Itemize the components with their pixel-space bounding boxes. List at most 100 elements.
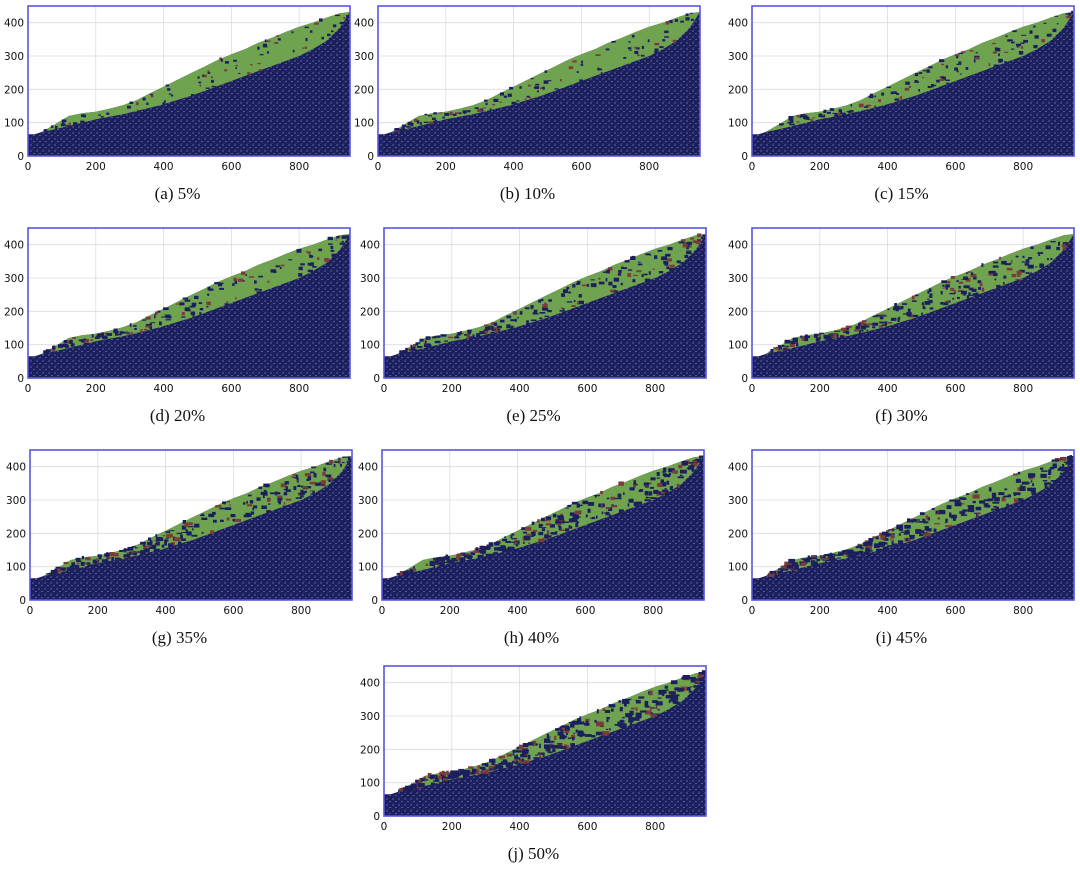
inclusion	[154, 539, 157, 542]
inclusion	[76, 557, 81, 562]
inclusion	[84, 562, 87, 565]
inclusion	[635, 700, 641, 704]
inclusion	[1047, 258, 1049, 261]
inclusion	[581, 60, 583, 64]
inclusion	[891, 543, 898, 546]
inclusion	[467, 110, 471, 113]
y-tick-label: 400	[360, 678, 380, 690]
y-tick-label: 300	[728, 51, 748, 63]
inclusion	[489, 765, 496, 771]
x-tick-label: 0	[27, 605, 34, 617]
inclusion	[981, 287, 985, 292]
inclusion	[106, 554, 110, 560]
inclusion	[415, 779, 419, 783]
x-tick-label: 200	[810, 161, 830, 173]
inclusion	[497, 547, 504, 551]
inclusion	[965, 67, 969, 70]
inclusion	[903, 313, 909, 315]
inclusion	[542, 304, 548, 308]
inclusion	[555, 745, 562, 749]
inclusion	[519, 758, 525, 764]
inclusion	[992, 42, 996, 45]
inclusion	[611, 504, 614, 506]
inclusion	[946, 286, 948, 290]
inclusion	[810, 119, 813, 121]
inclusion	[192, 315, 195, 318]
inclusion	[206, 306, 209, 308]
inclusion	[419, 338, 424, 342]
inclusion	[414, 118, 418, 122]
inclusion	[568, 66, 574, 70]
inclusion	[556, 743, 563, 745]
inclusion	[788, 558, 795, 564]
inclusion	[561, 293, 565, 297]
inclusion	[424, 340, 427, 344]
inclusion	[1019, 269, 1025, 273]
inclusion	[878, 325, 883, 328]
inclusion	[939, 59, 945, 63]
inclusion	[143, 328, 148, 331]
inclusion	[491, 329, 497, 331]
inclusion	[919, 530, 925, 533]
inclusion	[55, 125, 58, 129]
inclusion	[259, 54, 264, 56]
inclusion	[929, 307, 934, 310]
inclusion	[46, 573, 52, 575]
inclusion	[434, 335, 441, 338]
inclusion	[600, 72, 603, 75]
inclusion	[1003, 275, 1007, 279]
inclusion	[477, 109, 482, 112]
inclusion	[334, 461, 339, 463]
inclusion	[608, 704, 616, 708]
inclusion	[579, 79, 583, 83]
inclusion	[440, 334, 447, 337]
inclusion	[970, 274, 977, 278]
inclusion	[309, 264, 311, 266]
inclusion	[638, 696, 645, 699]
inclusion	[263, 489, 267, 493]
inclusion	[539, 753, 542, 759]
inclusion	[927, 290, 930, 294]
inclusion	[571, 305, 576, 307]
inclusions	[768, 241, 1069, 354]
inclusion	[243, 514, 250, 518]
inclusion	[1067, 456, 1074, 458]
inclusion	[687, 467, 694, 470]
inclusion	[908, 86, 911, 88]
inclusion	[48, 573, 53, 576]
inclusion	[306, 251, 309, 254]
inclusion	[141, 319, 147, 321]
inclusion	[463, 771, 470, 776]
inclusion	[412, 568, 417, 572]
inclusion	[464, 334, 468, 336]
inclusion	[863, 542, 868, 546]
inclusion	[319, 18, 323, 22]
inclusion	[187, 526, 194, 528]
inclusion	[304, 473, 311, 477]
inclusion	[452, 113, 457, 116]
inclusions	[394, 12, 694, 132]
inclusion	[971, 272, 974, 275]
inclusion	[681, 676, 689, 680]
inclusion	[933, 84, 937, 87]
inclusion	[831, 553, 836, 556]
inclusion	[1056, 246, 1060, 251]
inclusion	[586, 283, 589, 287]
inclusion	[444, 112, 450, 116]
inclusion	[338, 457, 341, 460]
mantle-layer	[752, 12, 1074, 135]
inclusion	[95, 558, 99, 561]
inclusion	[958, 285, 961, 289]
inclusion	[996, 50, 1001, 52]
inclusion	[828, 558, 834, 561]
inclusion	[606, 497, 610, 500]
inclusion	[922, 70, 927, 72]
inclusion	[207, 293, 210, 296]
inclusion	[1044, 483, 1048, 488]
inclusion	[137, 551, 143, 553]
inclusion	[826, 336, 833, 340]
inclusion	[198, 81, 202, 84]
inclusion	[609, 514, 611, 518]
inclusion	[568, 722, 574, 724]
inclusion	[402, 126, 405, 130]
